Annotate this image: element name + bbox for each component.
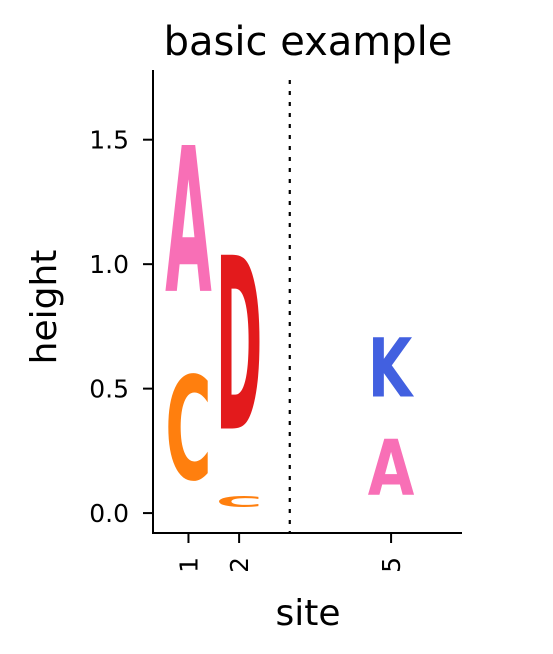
x-tick-label: 2	[225, 557, 254, 573]
x-axis-label: site	[275, 593, 340, 634]
y-ticks: 0.0 0.5 1.0 1.5	[89, 126, 153, 528]
chart-title: basic example	[164, 19, 453, 65]
logo-letter-site-5-K: K	[368, 322, 415, 416]
logo-letter-site-5-A: A	[368, 425, 415, 514]
y-tick-label: 0.5	[89, 375, 129, 404]
y-tick-label: 1.0	[89, 250, 129, 279]
logo-letter-site-2-C: C	[216, 493, 263, 510]
y-tick-label: 1.5	[89, 126, 129, 155]
y-axis-label: height	[24, 250, 65, 365]
x-tick-label: 1	[174, 557, 203, 573]
logo-letter-site-1-C: C	[165, 348, 212, 513]
y-tick-label: 0.0	[89, 499, 129, 528]
logo-letter-site-1-A: A	[165, 105, 212, 338]
x-ticks: 1 2 5	[174, 533, 406, 573]
logo-letter-site-2-D: D	[216, 207, 263, 485]
x-tick-label: 5	[377, 557, 406, 573]
